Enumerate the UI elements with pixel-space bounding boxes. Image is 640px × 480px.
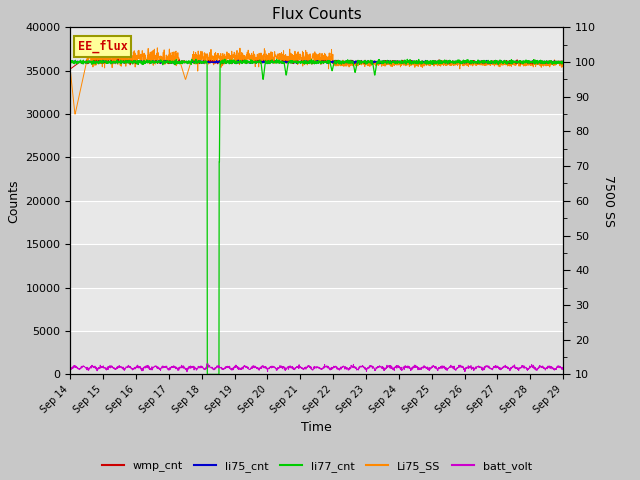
- Y-axis label: Counts: Counts: [7, 179, 20, 223]
- Y-axis label: 7500 SS: 7500 SS: [602, 175, 616, 227]
- Legend: wmp_cnt, li75_cnt, li77_cnt, Li75_SS, batt_volt: wmp_cnt, li75_cnt, li77_cnt, Li75_SS, ba…: [97, 456, 536, 476]
- Bar: [70, 244, 563, 288]
- Bar: [70, 71, 563, 114]
- Bar: [70, 157, 563, 201]
- Bar: [70, 331, 563, 374]
- Title: Flux Counts: Flux Counts: [272, 7, 362, 22]
- X-axis label: Time: Time: [301, 421, 332, 434]
- Text: EE_flux: EE_flux: [77, 40, 127, 53]
